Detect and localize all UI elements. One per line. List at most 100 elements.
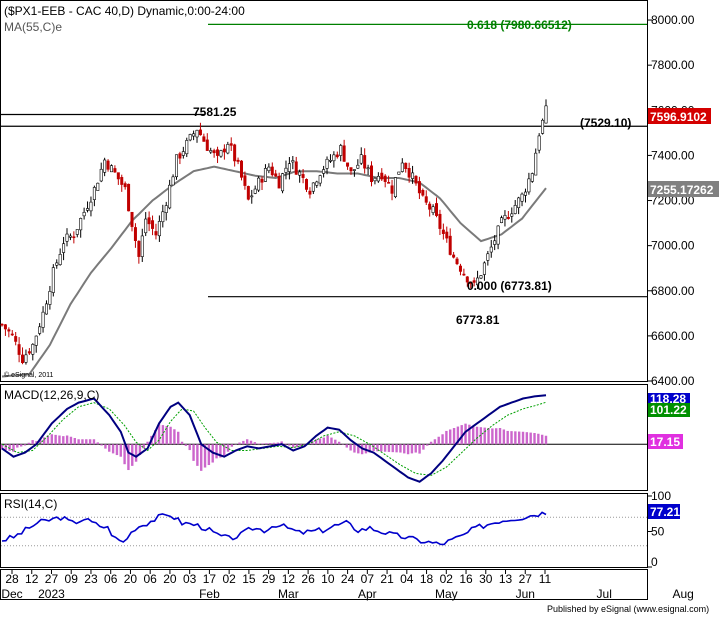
price-tick-label: 6800.00 bbox=[651, 284, 695, 298]
candle bbox=[209, 147, 213, 154]
candle bbox=[544, 99, 548, 124]
candle bbox=[493, 235, 497, 251]
candle bbox=[270, 162, 274, 177]
price-tick-label: 8000.00 bbox=[651, 13, 695, 27]
macd-hist-bar bbox=[353, 444, 356, 453]
candle bbox=[339, 143, 343, 162]
macd-hist-bar bbox=[449, 429, 452, 445]
candle bbox=[417, 176, 421, 200]
candle bbox=[253, 185, 257, 195]
macd-hist-bar bbox=[452, 428, 456, 445]
candle bbox=[496, 225, 500, 250]
candle bbox=[89, 196, 93, 217]
time-tick-label: 23 bbox=[84, 572, 98, 586]
macd-hist-bar bbox=[115, 444, 119, 456]
macd-hist-bar bbox=[134, 444, 138, 462]
macd-hist-bar bbox=[23, 444, 27, 446]
macd-hist-bar bbox=[403, 444, 406, 454]
macd-hist-bar bbox=[222, 444, 226, 457]
macd-hist-bar bbox=[188, 444, 191, 451]
macd-hist-bar bbox=[341, 444, 345, 445]
candle bbox=[311, 182, 315, 195]
macd-hist-bar bbox=[426, 444, 429, 446]
price-pane bbox=[0, 0, 648, 382]
rsi-tick-label: 100 bbox=[651, 489, 671, 503]
time-tick-label: 04 bbox=[400, 572, 414, 586]
macd-hist-bar bbox=[245, 439, 249, 445]
time-tick-label: 10 bbox=[321, 572, 335, 586]
signal-tag: 101.22 bbox=[648, 403, 690, 417]
candle bbox=[328, 154, 332, 163]
macd-hist-bar bbox=[475, 426, 479, 445]
candle bbox=[486, 250, 490, 266]
macd-label: MACD(12,26,9,C) bbox=[4, 388, 99, 402]
candle bbox=[537, 133, 541, 154]
macd-hist-bar bbox=[180, 441, 184, 445]
candle bbox=[441, 223, 445, 240]
candle bbox=[411, 165, 415, 184]
time-tick-label: 27 bbox=[519, 572, 533, 586]
candle bbox=[308, 187, 312, 199]
candle bbox=[154, 223, 158, 240]
candle bbox=[294, 156, 298, 175]
candle bbox=[151, 215, 155, 236]
candle bbox=[120, 174, 124, 192]
candle bbox=[489, 239, 493, 258]
candle bbox=[82, 207, 86, 220]
macd-hist-bar bbox=[445, 430, 448, 445]
candle bbox=[103, 157, 107, 177]
candle bbox=[62, 236, 66, 261]
macd-hist-bar bbox=[238, 442, 241, 445]
macd-hist-bar bbox=[234, 444, 237, 445]
macd-hist-bar bbox=[460, 425, 463, 445]
ma-label: MA(55,C)e bbox=[4, 20, 62, 34]
candle bbox=[438, 209, 442, 236]
macd-hist-bar bbox=[261, 443, 264, 445]
macd-hist-bar bbox=[177, 431, 180, 445]
time-tick-label: 17 bbox=[203, 572, 217, 586]
macd-hist-bar bbox=[529, 432, 532, 445]
candle bbox=[383, 174, 387, 188]
time-tick-label: 12 bbox=[282, 572, 296, 586]
macd-hist-bar bbox=[265, 443, 268, 445]
candle bbox=[86, 201, 90, 213]
ma-price-value: 7255.17262 bbox=[650, 183, 714, 197]
macd-indicator: 0 bbox=[0, 394, 658, 483]
candle bbox=[21, 347, 25, 365]
candle bbox=[38, 323, 42, 336]
macd-hist-bar bbox=[219, 444, 222, 458]
macd-hist-bar bbox=[92, 439, 96, 445]
time-month-label: Jul bbox=[597, 587, 612, 601]
candle bbox=[55, 259, 59, 269]
macd-hist-bar bbox=[318, 438, 322, 445]
time-month-label: Jun bbox=[516, 587, 535, 601]
candle bbox=[226, 141, 230, 155]
candle bbox=[7, 327, 11, 338]
candle bbox=[123, 181, 127, 190]
macd-hist-bar bbox=[456, 426, 460, 445]
candle bbox=[140, 228, 144, 262]
macd-hist-bar bbox=[314, 439, 318, 445]
candle bbox=[222, 144, 226, 160]
candle bbox=[161, 204, 165, 228]
macd-hist-bar bbox=[280, 441, 283, 445]
candle bbox=[133, 223, 137, 248]
signal-value: 101.22 bbox=[650, 403, 687, 417]
macd-hist-bar bbox=[42, 437, 46, 445]
time-tick-label: 09 bbox=[65, 572, 79, 586]
macd-hist-bar bbox=[154, 430, 157, 445]
time-tick-label: 20 bbox=[163, 572, 177, 586]
macd-hist-bar bbox=[4, 444, 8, 451]
candle bbox=[476, 270, 480, 289]
macd-value: 118.28 bbox=[650, 392, 686, 406]
candle bbox=[263, 164, 267, 182]
macd-hist-bar bbox=[399, 444, 402, 453]
candle bbox=[188, 133, 192, 142]
candle bbox=[527, 172, 531, 195]
macd-hist-bar bbox=[31, 440, 34, 445]
candle bbox=[503, 210, 507, 227]
macd-hist-bar bbox=[437, 436, 440, 445]
macd-hist-bar bbox=[12, 444, 15, 452]
price-tick-label: 7800.00 bbox=[651, 58, 695, 72]
